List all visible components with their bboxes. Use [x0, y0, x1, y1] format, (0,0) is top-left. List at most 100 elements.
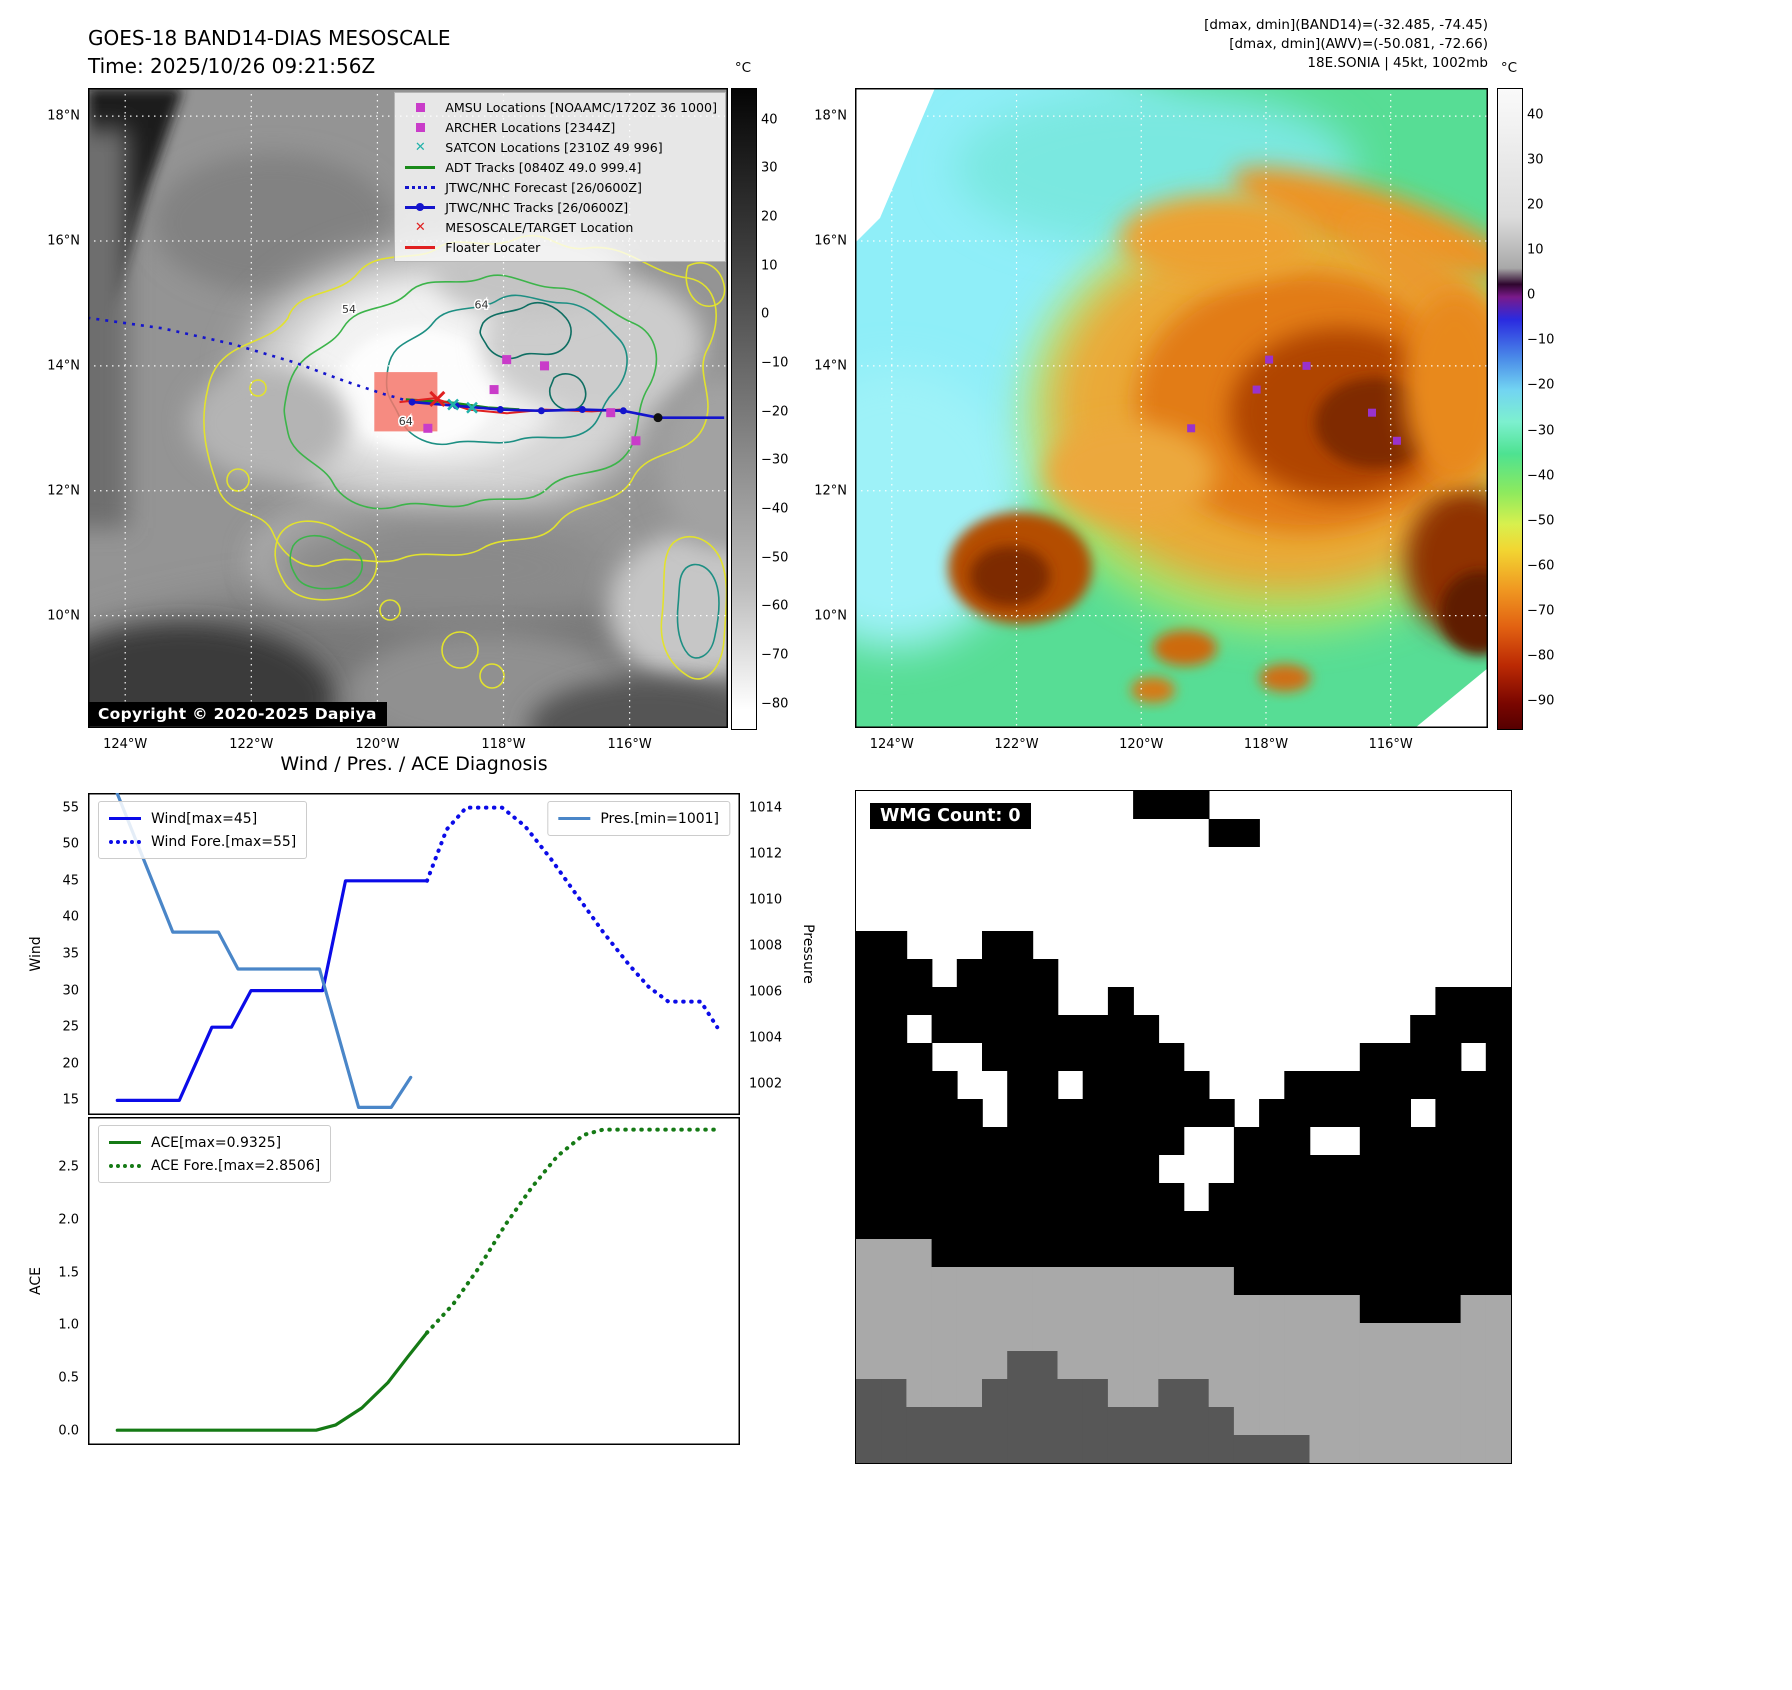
lat-tick-label: 12°N [47, 483, 80, 499]
lat-tick-label: 14°N [47, 358, 80, 374]
colorbar-tick-label: −50 [1527, 513, 1555, 529]
diagnosis-title: Wind / Pres. / ACE Diagnosis [280, 753, 548, 775]
chart-legend-item: ACE Fore.[max=2.8506] [109, 1154, 320, 1177]
colorbar-tick-label: 10 [1527, 242, 1544, 258]
wmg-classification-panel: WMG Count: 0 [855, 790, 1512, 1464]
map-legend-item: ✕ MESOSCALE/TARGET Location [403, 217, 717, 237]
lat-tick-label: 18°N [814, 108, 847, 124]
series-label: Pres.[min=1001] [600, 810, 719, 827]
colorbar-tick-label: −30 [761, 452, 789, 468]
colorbar-tick-label: 20 [761, 209, 778, 225]
map-legend-label: MESOSCALE/TARGET Location [445, 219, 634, 235]
x-marker-icon: ✕ [414, 219, 426, 235]
storm-id-intensity: 18E.SONIA | 45kt, 1002mb [1307, 55, 1488, 71]
line-marker-icon [403, 165, 437, 169]
ace-chart [88, 1117, 740, 1445]
map-legend-label: ADT Tracks [0840Z 49.0 999.4] [445, 159, 642, 175]
y-axis-right-tick-label: 1012 [749, 846, 783, 862]
marker-overlays [1187, 355, 1401, 445]
map-legend-label: Floater Locater [445, 239, 541, 255]
colorbar-tick-label: 20 [1527, 197, 1544, 213]
colorbar-tick-label: −90 [1527, 693, 1555, 709]
lon-tick-label: 118°W [481, 737, 526, 752]
wind-axis-label: Wind [28, 936, 44, 972]
colorbar-tick-label: −50 [761, 550, 789, 566]
map-legend-item: JTWC/NHC Tracks [26/0600Z] [403, 197, 717, 217]
colorbar-tick-label: −70 [761, 647, 789, 663]
map-legend-item: ✕ SATCON Locations [2310Z 49 996] [403, 137, 717, 157]
y-axis-tick-label: 1.5 [58, 1265, 79, 1281]
chart-legend: ACE[max=0.9325] ACE Fore.[max=2.8506] [98, 1125, 332, 1183]
lat-tick-label: 10°N [814, 608, 847, 624]
lon-tick-label: 124°W [103, 737, 148, 752]
y-axis-tick-label: 20 [62, 1056, 79, 1072]
y-axis-tick-label: 2.0 [58, 1212, 79, 1228]
lon-tick-label: 116°W [607, 737, 652, 752]
colorbar-tick-label: −70 [1527, 603, 1555, 619]
colorbar-tick-label: 10 [761, 258, 778, 274]
lat-tick-label: 10°N [47, 608, 80, 624]
map-legend-label: JTWC/NHC Forecast [26/0600Z] [445, 179, 642, 195]
map-legend-item: Floater Locater [403, 237, 717, 257]
lat-tick-label: 14°N [814, 358, 847, 374]
panel1-title-line2: Time: 2025/10/26 09:21:56Z [88, 54, 376, 78]
y-axis-tick-label: 1.0 [58, 1317, 79, 1333]
track-overlays: 54 64 64 [88, 297, 725, 446]
map-legend-item: JTWC/NHC Forecast [26/0600Z] [403, 177, 717, 197]
chart-legend-item: Wind[max=45] [109, 807, 296, 830]
line-dot-marker-icon [403, 203, 437, 211]
map-legend: AMSU Locations [NOAAMC/1720Z 36 1000] ARC… [394, 92, 726, 262]
map-legend-label: SATCON Locations [2310Z 49 996] [445, 139, 663, 155]
series-label: ACE Fore.[max=2.8506] [151, 1157, 321, 1174]
colorbar-tick-label: −20 [761, 404, 789, 420]
y-axis-right-tick-label: 1010 [749, 892, 783, 908]
awv-color-image [855, 88, 1488, 728]
y-axis-right-tick-label: 1008 [749, 938, 783, 954]
lon-tick-label: 122°W [994, 737, 1039, 752]
lat-tick-label: 16°N [47, 233, 80, 249]
colorbar2-unit-label: °C [1500, 60, 1518, 76]
series-label: Wind[max=45] [151, 810, 258, 827]
colorbar1-unit-label: °C [734, 60, 752, 76]
map-legend-item: AMSU Locations [NOAAMC/1720Z 36 1000] [403, 97, 717, 117]
colorbar-tick-label: 0 [1527, 287, 1536, 303]
colorbar-tick-label: −80 [1527, 648, 1555, 664]
y-axis-tick-label: 40 [62, 909, 79, 925]
contour-value-label: 64 [399, 415, 413, 428]
colorbar-tick-label: 30 [761, 160, 778, 176]
x-marker-icon: ✕ [414, 139, 426, 155]
map-legend-label: ARCHER Locations [2344Z] [445, 119, 616, 135]
y-axis-tick-label: 50 [62, 836, 79, 852]
color-colorbar [1497, 88, 1523, 730]
awv-color-map-panel [855, 88, 1488, 728]
y-axis-tick-label: 25 [62, 1019, 79, 1035]
chart-legend-item: Pres.[min=1001] [558, 807, 719, 830]
lat-tick-label: 12°N [814, 483, 847, 499]
series-swatch [109, 839, 141, 844]
colorbar-tick-label: −10 [1527, 332, 1555, 348]
y-axis-tick-label: 55 [62, 800, 79, 816]
lon-tick-label: 120°W [1119, 737, 1164, 752]
lat-tick-label: 16°N [814, 233, 847, 249]
y-axis-tick-label: 30 [62, 983, 79, 999]
panel1-title-line1: GOES-18 BAND14-DIAS MESOSCALE [88, 26, 451, 50]
y-axis-right-tick-label: 1006 [749, 984, 783, 1000]
map-legend-label: JTWC/NHC Tracks [26/0600Z] [445, 199, 629, 215]
colorbar-tick-label: 0 [761, 306, 770, 322]
square-marker-icon [403, 122, 437, 132]
colorbar-tick-label: 40 [1527, 107, 1544, 123]
lon-tick-label: 124°W [869, 737, 914, 752]
map-legend-label: AMSU Locations [NOAAMC/1720Z 36 1000] [445, 99, 717, 115]
wind-pressure-chart [88, 792, 740, 1115]
colorbar-tick-label: 40 [761, 112, 778, 128]
map-legend-item: ADT Tracks [0840Z 49.0 999.4] [403, 157, 717, 177]
lat-tick-label: 18°N [47, 108, 80, 124]
dmax-dmin-band14: [dmax, dmin](BAND14)=(-32.485, -74.45) [1204, 17, 1488, 33]
panel2-header: [dmax, dmin](BAND14)=(-32.485, -74.45) [… [1204, 16, 1488, 73]
dotted-marker-icon [403, 185, 437, 189]
chart-legend: Pres.[min=1001] [547, 801, 730, 836]
wmg-pixel-grid [856, 791, 1512, 1463]
ace-axis-label: ACE [28, 1267, 44, 1295]
y-axis-tick-label: 0.0 [58, 1423, 79, 1439]
